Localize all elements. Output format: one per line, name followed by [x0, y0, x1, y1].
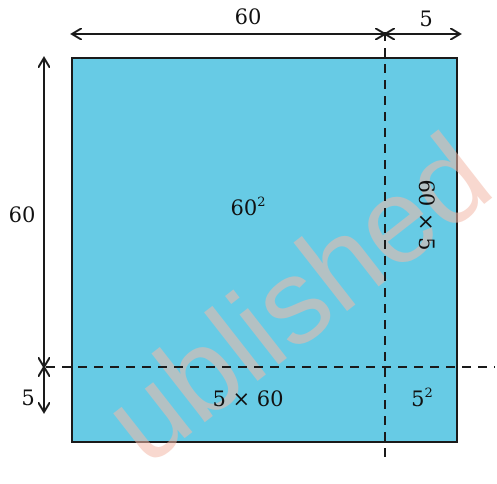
top-label-5: 5 — [419, 7, 432, 31]
big-square-exponent: 2 — [257, 195, 265, 210]
big-square-label: 602 — [230, 195, 265, 220]
small-square-label: 52 — [411, 386, 433, 411]
side-label-60: 60 — [9, 203, 36, 227]
bottom-strip-label: 5 × 60 — [212, 387, 283, 411]
top-label-60: 60 — [235, 5, 262, 29]
side-label-5: 5 — [21, 386, 34, 410]
outer-square — [71, 57, 458, 443]
right-strip-label: 60 × 5 — [414, 179, 438, 250]
small-square-exponent: 2 — [425, 386, 433, 401]
